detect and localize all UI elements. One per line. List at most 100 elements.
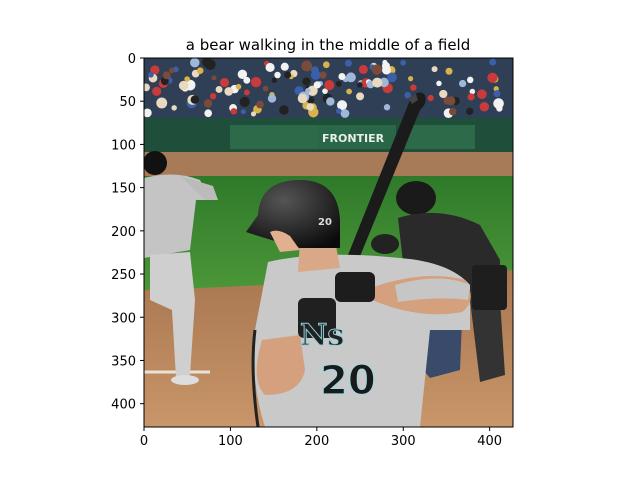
y-tick-label: 300 bbox=[111, 311, 136, 326]
crowd-person bbox=[219, 77, 230, 88]
crowd-person bbox=[427, 94, 434, 102]
crowd-person bbox=[271, 77, 278, 83]
figure-title: a bear walking in the middle of a field bbox=[186, 36, 470, 54]
crowd-person bbox=[215, 85, 223, 93]
crowd-person bbox=[307, 96, 315, 104]
crowd-person bbox=[190, 58, 200, 68]
crowd-person bbox=[338, 72, 346, 81]
x-tick-label: 0 bbox=[140, 434, 148, 449]
crowd-person bbox=[302, 77, 311, 86]
crowd-person bbox=[404, 91, 411, 99]
crowd-person bbox=[477, 89, 487, 100]
crowd-person bbox=[240, 109, 246, 115]
crowd-person bbox=[250, 111, 257, 117]
crowd-person bbox=[168, 67, 175, 74]
crowd-person bbox=[306, 103, 315, 111]
warning-track bbox=[144, 152, 513, 178]
crowd-person bbox=[356, 92, 365, 101]
crowd-person bbox=[489, 58, 497, 66]
wall-ad-right bbox=[405, 125, 475, 149]
crowd-person bbox=[262, 85, 269, 92]
crowd-person bbox=[372, 77, 383, 88]
crowd-person bbox=[224, 87, 234, 96]
crowd-person bbox=[487, 72, 498, 83]
crowd-person bbox=[337, 100, 348, 111]
crowd-person bbox=[265, 62, 275, 73]
crowd-person bbox=[381, 65, 392, 75]
x-axis: 0 100 200 300 400 bbox=[140, 427, 502, 449]
crowd-person bbox=[162, 71, 171, 80]
crowd-person bbox=[279, 105, 289, 115]
crowd-person bbox=[382, 59, 388, 65]
crowd-person bbox=[400, 59, 407, 66]
crowd-person bbox=[324, 79, 335, 91]
y-tick-label: 50 bbox=[119, 95, 136, 110]
y-tick-label: 350 bbox=[111, 354, 136, 369]
crowd-person bbox=[322, 61, 330, 69]
crowd-person bbox=[190, 95, 200, 104]
x-tick-label: 200 bbox=[304, 434, 329, 449]
crowd-person bbox=[196, 67, 204, 75]
crowd-person bbox=[310, 70, 321, 80]
crowd-person bbox=[203, 99, 213, 108]
crowd-person bbox=[243, 89, 250, 96]
crowd-figures bbox=[144, 58, 504, 118]
wall-sign-text: FRONTIER bbox=[322, 132, 385, 145]
crowd-person bbox=[256, 100, 264, 109]
crowd-person bbox=[493, 86, 499, 92]
crowd-person bbox=[156, 97, 168, 109]
wall-ad-center bbox=[318, 125, 396, 149]
baseball-photo: FRONTIER bbox=[144, 58, 513, 427]
wall-ad-left bbox=[230, 125, 320, 149]
y-tick-label: 150 bbox=[111, 182, 136, 197]
crowd-person bbox=[204, 109, 213, 118]
crowd-person bbox=[410, 84, 417, 91]
crowd-person bbox=[243, 76, 251, 84]
y-tick-label: 0 bbox=[128, 52, 136, 67]
crowd-person bbox=[313, 81, 321, 89]
crowd-person bbox=[449, 107, 457, 116]
crowd-person bbox=[407, 76, 414, 82]
crowd-person bbox=[201, 58, 213, 68]
y-tick-label: 100 bbox=[111, 138, 136, 153]
crowd-person bbox=[184, 76, 190, 82]
crowd-person bbox=[178, 80, 189, 91]
crowd-person bbox=[326, 97, 335, 106]
jersey-word: Ns bbox=[300, 318, 344, 353]
crowd-person bbox=[209, 92, 217, 100]
y-tick-label: 250 bbox=[111, 268, 136, 283]
crowd-person bbox=[446, 96, 456, 106]
crowd-person bbox=[335, 108, 342, 114]
crowd-person bbox=[467, 93, 475, 101]
crowd-person bbox=[148, 71, 154, 78]
crowd-person bbox=[458, 79, 467, 88]
crowd-person bbox=[439, 89, 448, 99]
crowd-person bbox=[144, 83, 150, 92]
crowd-person bbox=[274, 71, 281, 79]
crowd-person bbox=[358, 64, 368, 74]
crowd-person bbox=[436, 80, 442, 87]
axes-frame bbox=[143, 57, 514, 428]
crowd-person bbox=[466, 107, 474, 115]
crowd-person bbox=[305, 88, 311, 94]
crowd-person bbox=[469, 88, 476, 95]
x-tick-label: 300 bbox=[391, 434, 416, 449]
crowd-person bbox=[297, 93, 308, 104]
x-tick-label: 400 bbox=[477, 434, 502, 449]
crowd-person bbox=[235, 83, 242, 90]
crowd-person bbox=[284, 71, 292, 79]
crowd-person bbox=[346, 88, 352, 95]
crowd-person bbox=[479, 101, 490, 112]
crowd-person bbox=[340, 109, 350, 118]
crowd-person bbox=[301, 60, 313, 72]
crowd-person bbox=[152, 86, 162, 96]
y-tick-label: 400 bbox=[111, 398, 136, 413]
crowd-person bbox=[230, 108, 237, 115]
crowd-person bbox=[344, 59, 352, 67]
crowd-person bbox=[387, 72, 397, 83]
crowd-person bbox=[496, 105, 503, 112]
y-tick-label: 200 bbox=[111, 225, 136, 240]
crowd-person bbox=[239, 96, 250, 107]
crowd-person bbox=[267, 94, 277, 103]
